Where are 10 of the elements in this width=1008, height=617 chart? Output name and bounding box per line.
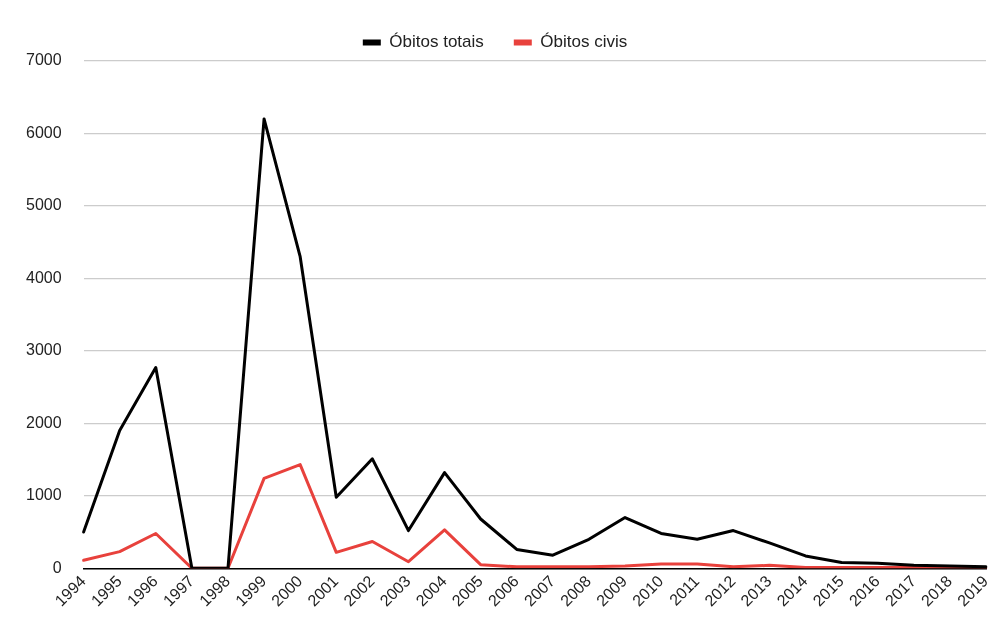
y-tick-label: 6000 xyxy=(26,123,62,141)
y-tick-label: 4000 xyxy=(26,268,62,286)
y-tick-label: 1000 xyxy=(26,486,62,504)
y-tick-label: 0 xyxy=(52,558,62,576)
y-tick-label: 7000 xyxy=(26,51,62,69)
y-tick-label: 5000 xyxy=(26,196,62,214)
y-tick-label: 2000 xyxy=(26,413,62,431)
legend-label: Óbitos civis xyxy=(540,32,628,52)
y-tick-label: 3000 xyxy=(26,341,62,359)
legend-label: Óbitos totais xyxy=(389,32,484,52)
